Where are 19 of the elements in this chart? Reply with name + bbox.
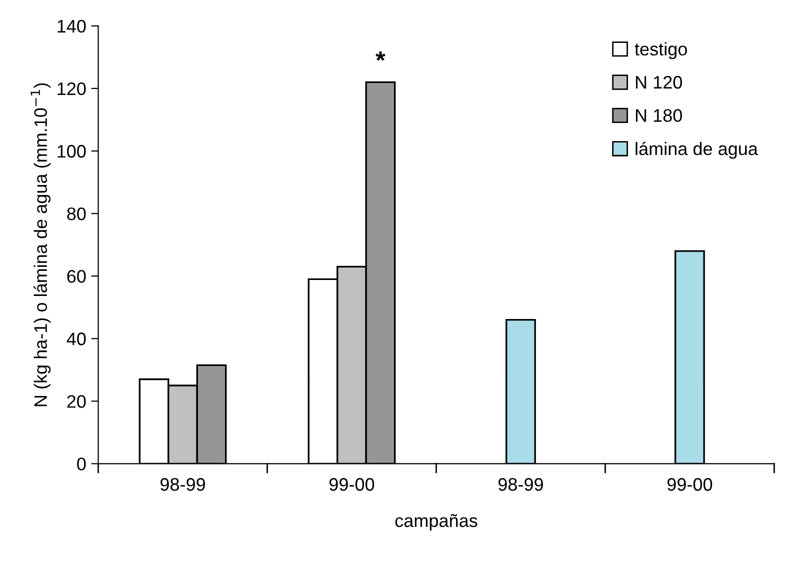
legend-label: testigo <box>634 42 687 60</box>
y-tick-label: 40 <box>66 332 86 346</box>
y-tick-label: 60 <box>67 270 86 283</box>
x-tick-label: 98-99 <box>160 478 205 491</box>
y-tick-label: 0 <box>77 458 86 470</box>
x-axis-title: campañas <box>395 514 478 531</box>
legend-label: N 180 <box>636 109 682 122</box>
legend-label: lámina de agua <box>636 142 758 159</box>
x-tick-label: 98-99 <box>498 478 543 491</box>
y-tick-label: 80 <box>67 207 86 220</box>
y-axis-title: N (kg ha-1) o lámina de agua (mm.10$^{−1}$) <box>30 83 51 406</box>
y-tick-label: 140 <box>58 20 86 33</box>
legend-label: N 120 <box>636 76 682 89</box>
y-tick-label: 20 <box>67 395 86 408</box>
y-tick-label: 120 <box>58 82 86 96</box>
y-tick-label: 100 <box>58 144 86 158</box>
x-tick-label: 99-00 <box>329 478 374 491</box>
x-tick-label: 99-00 <box>667 478 712 491</box>
annotation: * <box>376 51 386 61</box>
